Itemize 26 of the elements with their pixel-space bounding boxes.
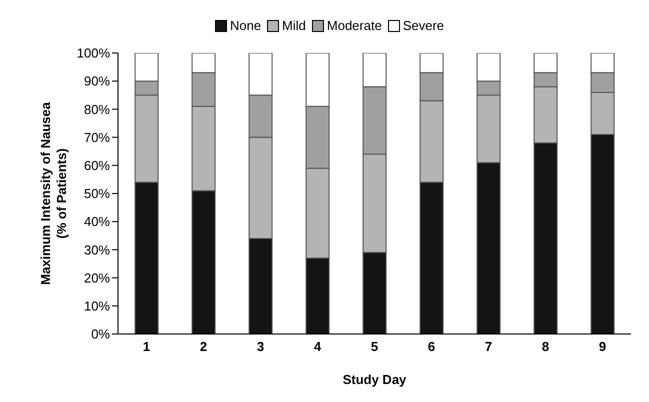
y-tick-label: 20% <box>84 270 110 286</box>
x-tick-label: 4 <box>314 339 322 354</box>
y-tick-label: 10% <box>84 298 110 314</box>
y-tick-label: 80% <box>84 102 110 117</box>
y-tick-label: 100% <box>76 46 110 61</box>
x-axis-title: Study Day <box>342 372 408 387</box>
y-tick-label: 50% <box>84 186 110 202</box>
x-tick-label: 8 <box>542 339 550 354</box>
x-tick-label: 6 <box>428 339 436 354</box>
legend-label: Mild <box>281 18 306 33</box>
y-axis-title: Maximum Intensity of Nausea (% of Patients) <box>38 101 69 285</box>
x-tick-label: 2 <box>200 339 208 354</box>
y-tick-label: 30% <box>84 242 110 258</box>
y-tick-label: 0% <box>91 326 110 342</box>
y-tick-label: 90% <box>84 74 110 89</box>
y-tick-label: 40% <box>84 214 110 230</box>
legend-label: None <box>228 18 262 33</box>
x-tick-label: 3 <box>256 339 264 354</box>
y-tick-label: 70% <box>84 130 110 145</box>
x-tick-label: 5 <box>370 339 378 354</box>
legend-label: Moderate <box>326 18 382 33</box>
x-tick-label: 7 <box>484 339 492 354</box>
x-tick-label: 9 <box>598 339 606 354</box>
series-label: Severe <box>402 18 444 33</box>
x-tick-label: 1 <box>142 339 150 354</box>
y-tick-label: 60% <box>84 158 110 174</box>
